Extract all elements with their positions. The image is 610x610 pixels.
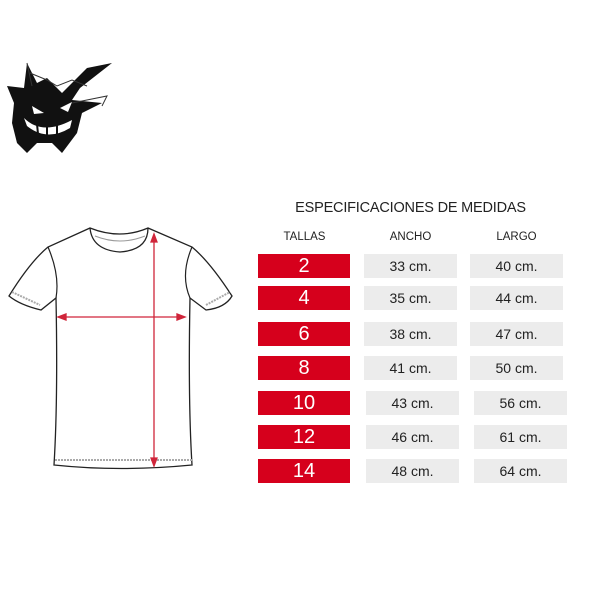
largo-cell: 47 cm.: [470, 322, 563, 346]
header-ancho: ANCHO: [389, 231, 432, 243]
ancho-cell: 38 cm.: [364, 322, 457, 346]
table-row: 12 46 cm. 61 cm.: [0, 425, 610, 449]
table-row: 4 35 cm. 44 cm.: [0, 286, 610, 310]
ghost-logo-icon: [7, 62, 112, 153]
ancho-cell: 33 cm.: [364, 254, 457, 278]
header-tallas: TALLAS: [283, 231, 326, 243]
size-cell: 6: [258, 322, 350, 346]
size-cell: 14: [258, 459, 350, 483]
ancho-cell: 35 cm.: [364, 286, 457, 310]
ancho-cell: 46 cm.: [366, 425, 459, 449]
ancho-cell: 41 cm.: [364, 356, 457, 380]
tshirt-diagram: [8, 227, 233, 470]
largo-cell: 40 cm.: [470, 254, 563, 278]
ancho-cell: 48 cm.: [366, 459, 459, 483]
table-row: 8 41 cm. 50 cm.: [0, 356, 610, 380]
chart-title: ESPECIFICACIONES DE MEDIDAS: [295, 200, 526, 216]
size-cell: 4: [258, 286, 350, 310]
largo-cell: 64 cm.: [474, 459, 567, 483]
size-cell: 8: [258, 356, 350, 380]
largo-cell: 50 cm.: [470, 356, 563, 380]
table-row: 2 33 cm. 40 cm.: [0, 254, 610, 278]
size-cell: 12: [258, 425, 350, 449]
size-cell: 2: [258, 254, 350, 278]
ancho-cell: 43 cm.: [366, 391, 459, 415]
header-largo: LARGO: [496, 231, 537, 243]
table-row: 10 43 cm. 56 cm.: [0, 391, 610, 415]
width-arrow: [56, 313, 187, 321]
length-arrow: [150, 232, 158, 468]
table-row: 6 38 cm. 47 cm.: [0, 322, 610, 346]
size-cell: 10: [258, 391, 350, 415]
largo-cell: 44 cm.: [470, 286, 563, 310]
table-row: 14 48 cm. 64 cm.: [0, 459, 610, 483]
largo-cell: 61 cm.: [474, 425, 567, 449]
largo-cell: 56 cm.: [474, 391, 567, 415]
